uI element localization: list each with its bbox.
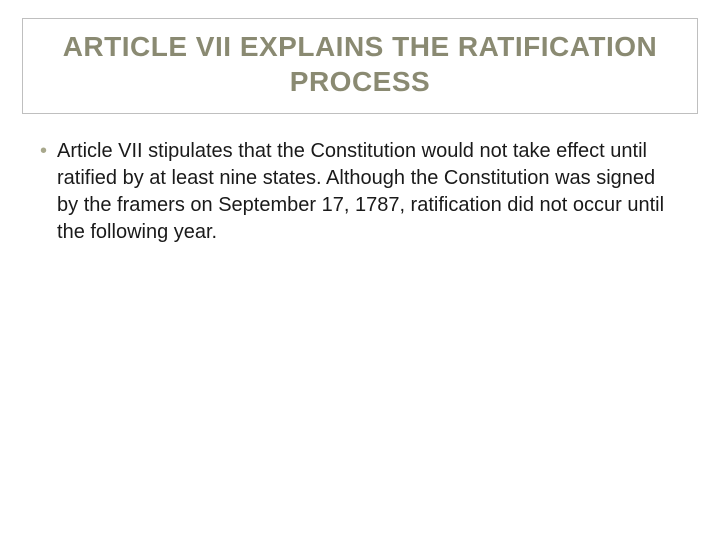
title-box: ARTICLE VII EXPLAINS THE RATIFICATION PR… [22, 18, 698, 114]
slide-title: ARTICLE VII EXPLAINS THE RATIFICATION PR… [43, 29, 677, 99]
slide-container: ARTICLE VII EXPLAINS THE RATIFICATION PR… [0, 18, 720, 558]
bullet-marker-icon: • [40, 138, 47, 165]
bullet-item: • Article VII stipulates that the Consti… [40, 138, 680, 246]
body-area: • Article VII stipulates that the Consti… [0, 114, 720, 246]
bullet-text: Article VII stipulates that the Constitu… [57, 138, 680, 246]
